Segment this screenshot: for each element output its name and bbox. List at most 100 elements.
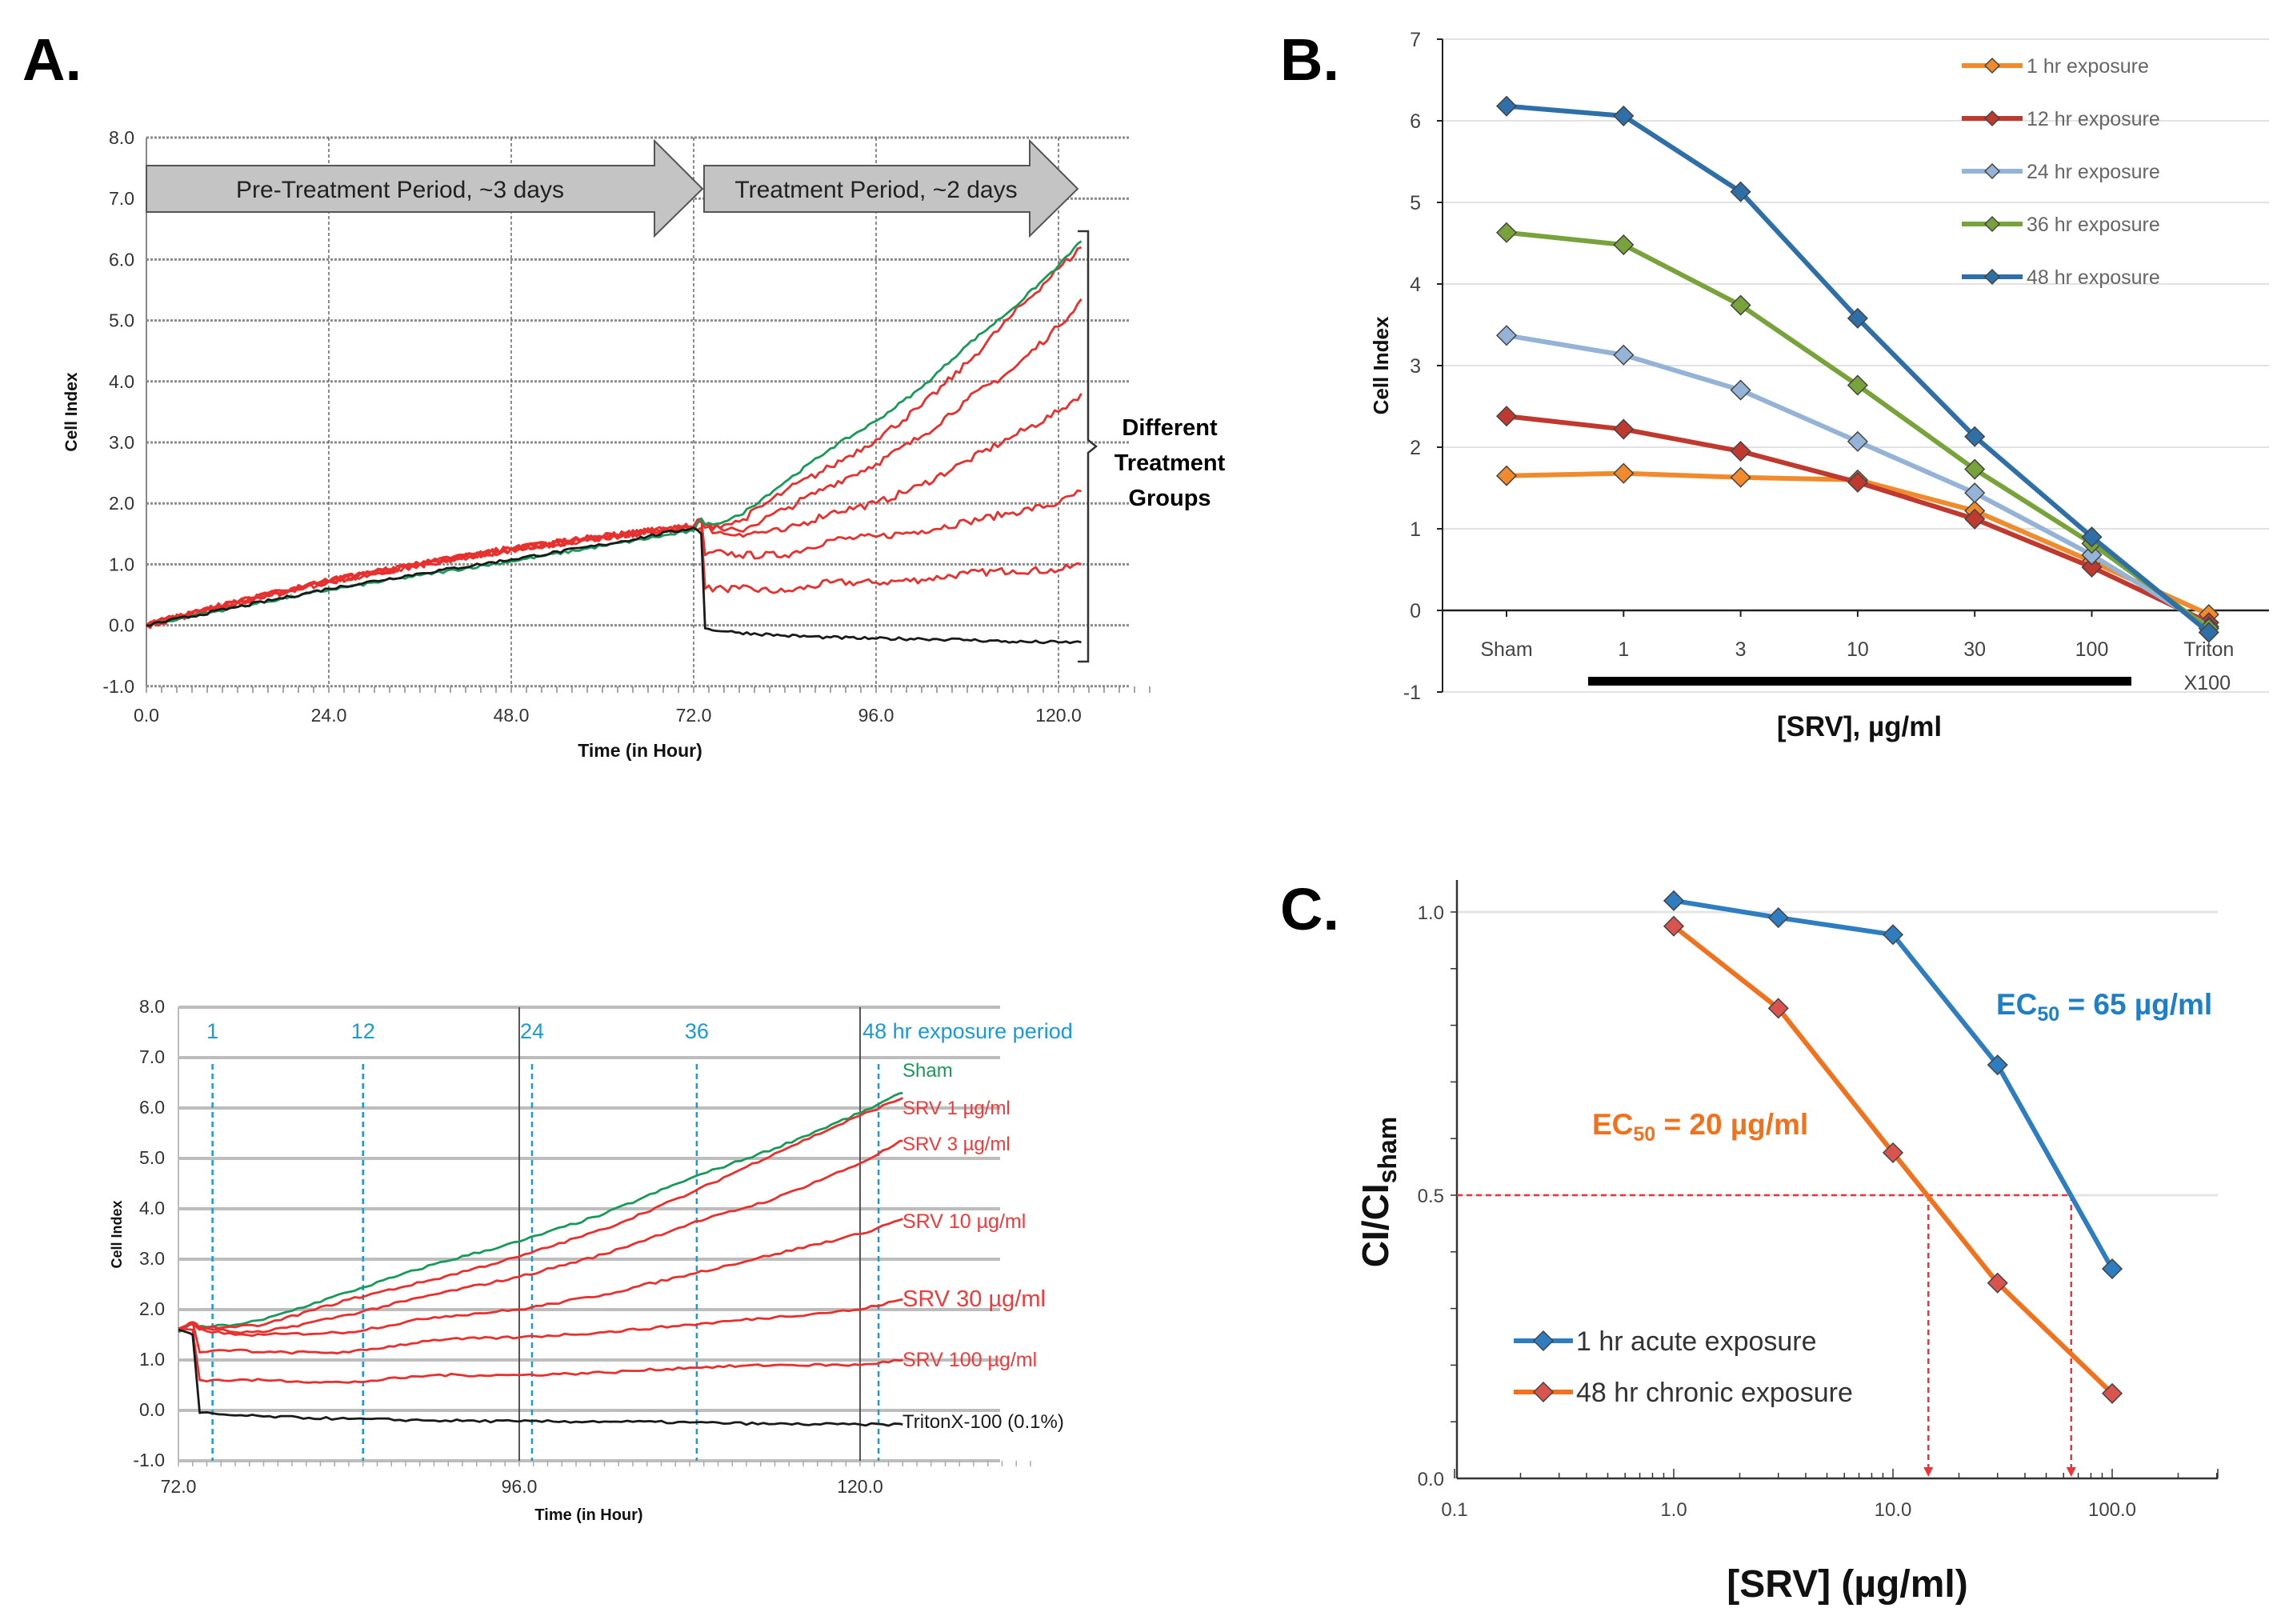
data-point — [1767, 998, 1789, 1019]
x-tick-label: 10.0 — [1875, 1499, 1912, 1521]
ec50-acute-prefix: EC — [1996, 988, 2037, 1021]
y-tick-label: 2 — [1410, 437, 1421, 459]
data-point — [2198, 622, 2219, 643]
ec50-chronic-suffix: = 20 µg/ml — [1655, 1108, 1808, 1141]
x-tick-label: 96.0 — [858, 705, 894, 726]
ec50-acute-sub: 50 — [2037, 1003, 2059, 1026]
x-tick-label: 0.1 — [1441, 1499, 1467, 1521]
data-point — [1663, 890, 1685, 911]
panel-c-chart: 0.0 0.5 1.0 0.1 1.0 10.0 100.0 1 hr acute expo… — [1355, 880, 2219, 1606]
exposure-markers: 1 12 24 36 48 hr exposure period — [206, 1019, 1073, 1461]
panel-label-b: B. — [1280, 26, 1339, 93]
legend-label: 36 hr exposure — [2027, 214, 2160, 236]
series-label: SRV 3 µg/ml — [902, 1134, 1010, 1155]
category-label: 1 — [1618, 638, 1629, 661]
data-point — [1613, 344, 1635, 366]
detail-y-title: Cell Index — [109, 1200, 125, 1268]
exposure-marker-label: 12 — [351, 1019, 375, 1043]
legend-marker — [1983, 215, 2001, 233]
panel-a-x-title: Time (in Hour) — [578, 740, 702, 761]
data-point — [1847, 471, 1868, 493]
data-point — [1882, 1142, 1904, 1163]
data-point — [2081, 544, 2103, 566]
y-tick-label: 1.0 — [139, 1349, 165, 1370]
series-line-5 — [178, 1327, 903, 1384]
ec50-acute-suffix: = 65 µg/ml — [2059, 988, 2212, 1021]
data-point — [1495, 222, 1518, 243]
y-tick-label: 7.0 — [139, 1046, 165, 1067]
series-line-0 — [146, 525, 1082, 630]
y-tick-label: 1.0 — [109, 554, 134, 574]
data-point — [2081, 526, 2103, 548]
series-line-4 — [146, 246, 1082, 626]
y-tick-label: 1 — [1410, 518, 1421, 541]
data-point — [1964, 508, 1986, 530]
data-point — [1495, 465, 1518, 486]
exposure-marker-label: 36 — [685, 1019, 709, 1043]
panel-b-legend: 1 hr exposure 12 hr exposure 24 hr exposur… — [1962, 55, 2160, 289]
srv-range-bar — [1588, 677, 2131, 686]
legend-label: 1 hr exposure — [2027, 55, 2149, 78]
detail-x-title: Time (in Hour) — [534, 1506, 642, 1524]
y-tick-label: 7 — [1410, 29, 1421, 51]
pre-treatment-arrow — [146, 138, 704, 238]
series-line — [1673, 898, 2115, 1270]
series-label: SRV 100 µg/ml — [902, 1349, 1037, 1371]
panel-b-y-title: Cell Index — [1369, 316, 1393, 414]
bracket-text-3: Groups — [1128, 486, 1211, 511]
data-point — [1730, 181, 1751, 202]
series-0 — [1663, 890, 2123, 1280]
x-tick-label: 48.0 — [494, 705, 530, 726]
panel-a-chart: -1.00.01.02.03.04.05.06.07.08.00.0 24.0 48… — [62, 127, 1226, 761]
ec50-acute-annotation: EC50 = 65 µg/ml — [1996, 988, 2212, 1026]
legend-item: 1 hr acute exposure — [1514, 1326, 1817, 1357]
data-point — [2101, 1258, 2123, 1280]
series-label: TritonX-100 (0.1%) — [902, 1411, 1064, 1433]
y-tick-label: -1.0 — [102, 676, 134, 697]
y-tick-label: 4.0 — [109, 371, 134, 392]
data-point — [1613, 462, 1635, 484]
series-label: SRV 1 µg/ml — [902, 1098, 1010, 1119]
y-tick-label: 3 — [1410, 355, 1421, 378]
data-point — [1847, 374, 1868, 396]
panel-c-grid: 0.0 0.5 1.0 0.1 1.0 10.0 100.0 — [1418, 880, 2219, 1521]
category-label: Sham — [1480, 638, 1532, 661]
y-tick-label: 3.0 — [109, 432, 134, 453]
legend-marker — [1983, 268, 2001, 286]
data-point — [1964, 458, 1986, 480]
panel-b-x-title: [SRV], µg/ml — [1777, 711, 1942, 742]
ec50-guides — [1457, 1194, 2076, 1477]
legend-item: 36 hr exposure — [1962, 214, 2160, 236]
category-label: 10 — [1847, 638, 1869, 661]
y-tick-label: 0 — [1410, 600, 1421, 622]
bracket-text-1: Different — [1122, 415, 1218, 441]
data-point — [2101, 1382, 2123, 1404]
panel-c-y-title-main: CI/CI — [1355, 1183, 1396, 1267]
panel-c-series — [1663, 890, 2123, 1404]
category-label: X100 — [2184, 672, 2231, 694]
x-tick-label: 0.0 — [134, 705, 159, 726]
panel-a-series — [146, 240, 1082, 645]
panel-c-x-title: [SRV] (µg/ml) — [1727, 1563, 1967, 1606]
legend-item: 12 hr exposure — [1962, 108, 2160, 130]
y-tick-label: 4.0 — [139, 1198, 165, 1218]
x-tick-label: 120.0 — [1035, 705, 1082, 726]
series-line-1 — [146, 489, 1082, 627]
legend-label: 48 hr exposure — [2027, 266, 2160, 289]
y-tick-label: 5.0 — [139, 1147, 165, 1168]
bracket-text-2: Treatment — [1114, 450, 1226, 476]
data-point — [1495, 95, 1518, 117]
data-point — [1495, 325, 1518, 346]
arrow-down-icon — [2066, 1467, 2076, 1477]
y-tick-label: -1 — [1403, 682, 1421, 704]
treatment-label: Treatment Period, ~2 days — [734, 177, 1017, 203]
panel-c-y-title-sub: sham — [1373, 1117, 1402, 1184]
panel-a-y-title: Cell Index — [62, 372, 81, 452]
y-tick-label: 5 — [1410, 192, 1421, 214]
y-tick-label: 0.0 — [139, 1399, 165, 1420]
data-point — [1847, 307, 1868, 329]
y-tick-label: 7.0 — [109, 188, 134, 209]
data-point — [1730, 294, 1751, 316]
data-point — [1987, 1054, 2008, 1076]
